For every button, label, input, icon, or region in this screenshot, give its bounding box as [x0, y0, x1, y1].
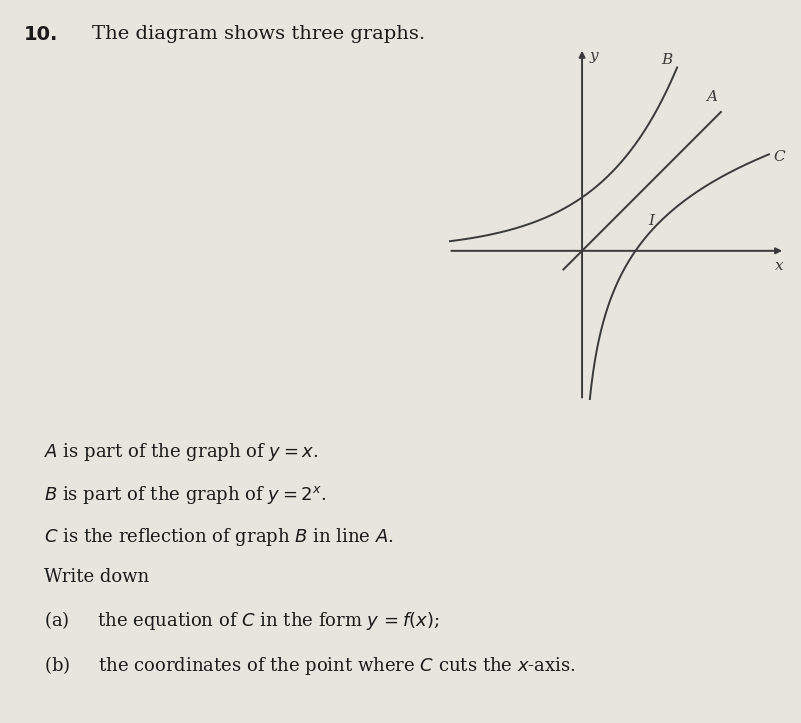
Text: A: A [706, 90, 717, 104]
Text: y: y [590, 49, 598, 63]
Text: (a)     the equation of $C$ in the form $y\,{=}f(x)$;: (a) the equation of $C$ in the form $y\,… [44, 609, 440, 632]
Text: x: x [775, 259, 784, 273]
Text: Write down: Write down [44, 568, 149, 586]
Text: C: C [774, 150, 786, 164]
Text: $B$ is part of the graph of $y = 2^x$.: $B$ is part of the graph of $y = 2^x$. [44, 484, 327, 506]
Text: I: I [649, 215, 654, 228]
Text: B: B [661, 53, 672, 67]
Text: $A$ is part of the graph of $y = x$.: $A$ is part of the graph of $y = x$. [44, 441, 319, 463]
Text: $C$ is the reflection of graph $B$ in line $A$.: $C$ is the reflection of graph $B$ in li… [44, 526, 394, 548]
Text: (b)     the coordinates of the point where $C$ cuts the $x$-axis.: (b) the coordinates of the point where $… [44, 654, 576, 677]
Text: The diagram shows three graphs.: The diagram shows three graphs. [92, 25, 425, 43]
Text: 10.: 10. [24, 25, 58, 44]
